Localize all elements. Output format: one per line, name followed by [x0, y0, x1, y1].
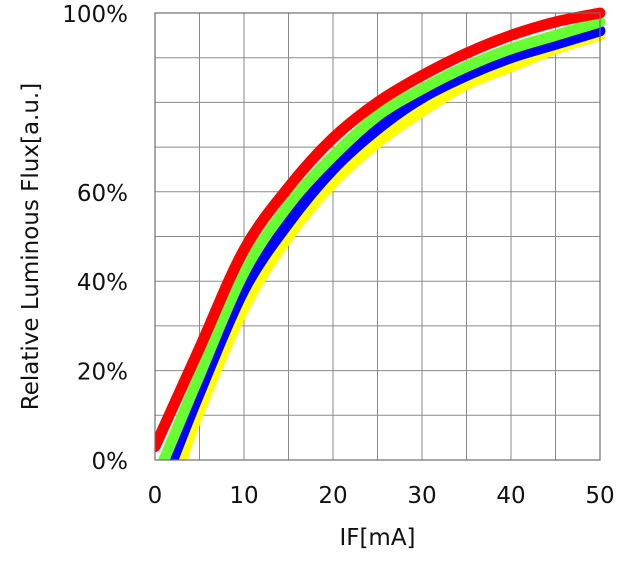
series-line-1	[176, 29, 606, 460]
x-tick-label: 30	[407, 483, 436, 509]
x-tick-label: 50	[585, 483, 614, 509]
x-tick-label: 10	[229, 483, 258, 509]
y-tick-labels: 0% 20% 40% 60% 100%	[62, 2, 128, 475]
x-tick-label: 0	[148, 483, 163, 509]
x-axis-title: IF[mA]	[339, 525, 415, 551]
y-tick-label: 20%	[77, 360, 128, 386]
plot-grid	[155, 13, 600, 460]
plot-frame	[154, 12, 601, 461]
y-tick-label: 0%	[92, 449, 129, 475]
x-tick-label: 40	[496, 483, 525, 509]
y-tick-label: 60%	[77, 181, 128, 207]
series-line-3	[158, 16, 606, 460]
x-tick-labels: 0 10 20 30 40 50	[148, 483, 615, 509]
x-tick-label: 20	[318, 483, 347, 509]
series-line-4	[155, 7, 606, 453]
y-tick-label: 40%	[77, 270, 128, 296]
y-axis-title: Relative Luminous Flux[a.u.]	[18, 83, 44, 410]
series-line-2	[167, 25, 606, 460]
y-tick-label: 100%	[62, 2, 128, 28]
series-lines	[155, 7, 606, 460]
